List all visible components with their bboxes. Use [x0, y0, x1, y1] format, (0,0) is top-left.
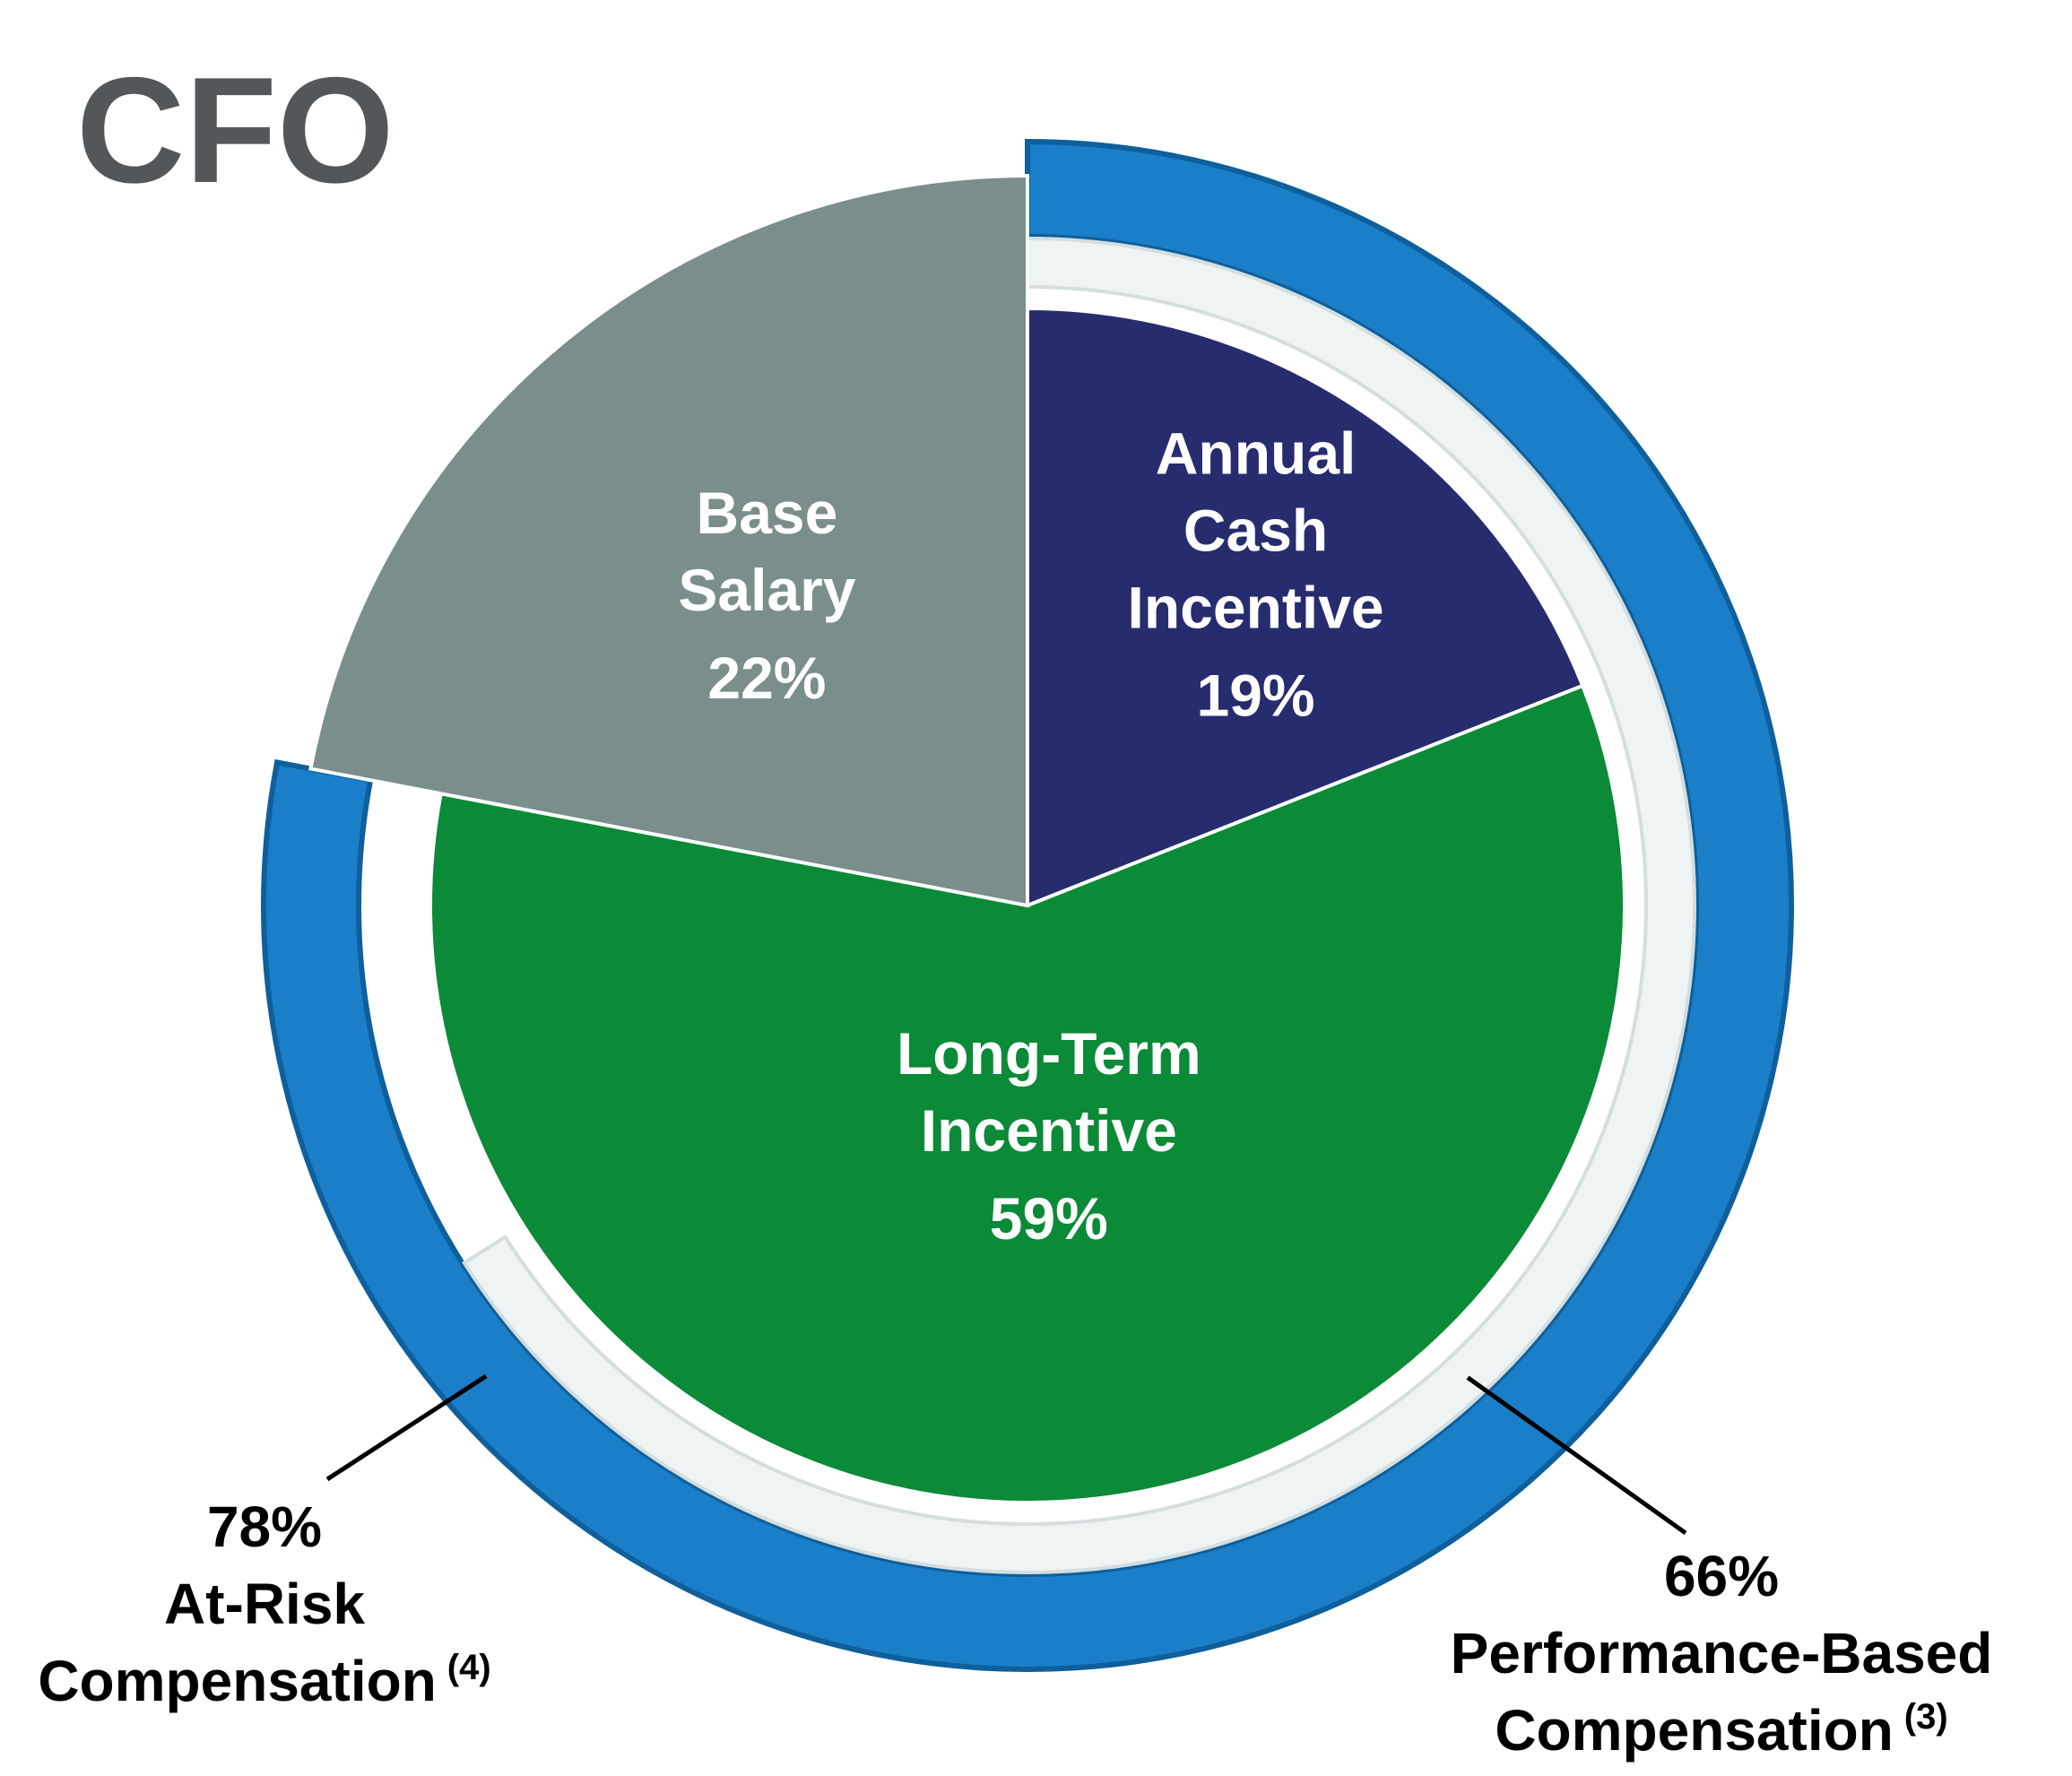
slice-name-label: Base: [697, 480, 838, 546]
at-risk-leader-line: [325, 1373, 488, 1482]
at-risk-label: At-Risk: [164, 1572, 365, 1636]
slice-name-label: Incentive: [921, 1097, 1177, 1164]
performance-ring-group: [462, 236, 1696, 1574]
slice-annual-cash-incentive: [1026, 306, 1585, 908]
slice-name-label: Long-Term: [897, 1020, 1201, 1087]
slice-value-label: 59%: [990, 1185, 1108, 1252]
slice-labels-group: Annual Cash Incentive 19% Long-Term Incentive…: [678, 420, 1383, 1252]
chart-title: CFO: [76, 46, 394, 214]
performance-based-label: Compensation (3): [1495, 1697, 1947, 1763]
slice-name-label: Annual: [1156, 420, 1357, 486]
performance-based-ring: [462, 236, 1696, 1574]
performance-based-footnote: (3): [1904, 1697, 1948, 1737]
callouts-group: 78% At-Risk Compensation (4) 66% Performance-…: [38, 1373, 1993, 1763]
performance-based-label: Performance-Based: [1451, 1621, 1993, 1685]
slice-value-label: 22%: [707, 645, 826, 711]
at-risk-footnote: (4): [447, 1648, 491, 1687]
pie-slices-group: [308, 173, 1626, 1504]
at-risk-label: 78%: [207, 1494, 322, 1559]
slice-base-salary: [308, 173, 1029, 908]
at-risk-label: Compensation (4): [38, 1648, 490, 1713]
performance-based-label: 66%: [1664, 1544, 1779, 1608]
slice-name-label: Incentive: [1128, 574, 1384, 640]
slice-name-label: Salary: [678, 557, 855, 623]
slice-name-label: Cash: [1183, 497, 1328, 563]
slice-value-label: 19%: [1197, 662, 1315, 728]
performance-based-leader-line: [1466, 1375, 1687, 1536]
slice-long-term-incentive: [429, 683, 1626, 1504]
